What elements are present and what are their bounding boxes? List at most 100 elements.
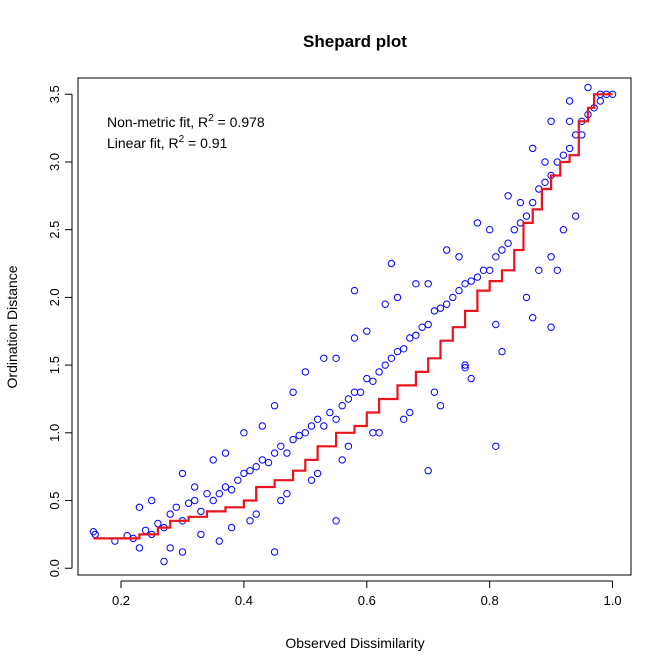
data-point	[565, 144, 574, 153]
legend-linear: Linear fit, R2 = 0.91	[107, 134, 228, 151]
data-point	[234, 476, 242, 484]
data-point	[535, 266, 543, 274]
data-point	[141, 526, 150, 534]
data-point	[350, 286, 359, 295]
data-point	[154, 519, 162, 528]
data-point	[381, 361, 389, 369]
y-tick-label: 0.0	[47, 559, 62, 577]
data-point	[135, 544, 144, 552]
y-tick-label: 1.5	[47, 356, 62, 374]
x-tick-label: 0.6	[358, 593, 376, 608]
data-point	[184, 499, 193, 507]
x-axis-title: Observed Dissimilarity	[285, 635, 424, 651]
data-point	[553, 266, 561, 274]
data-point	[283, 490, 291, 498]
data-point	[178, 548, 187, 556]
data-point	[461, 280, 469, 288]
data-point	[498, 246, 506, 254]
data-point	[498, 347, 506, 356]
data-point	[270, 449, 279, 457]
data-point	[313, 415, 322, 423]
y-tick-label: 2.0	[47, 288, 62, 306]
data-point	[227, 523, 236, 532]
data-point	[504, 192, 512, 200]
data-point	[178, 469, 187, 478]
data-point	[516, 198, 525, 207]
data-point	[227, 486, 236, 494]
fit-line	[93, 93, 613, 540]
data-point	[363, 374, 371, 383]
data-point	[148, 496, 156, 505]
data-point	[486, 266, 494, 274]
data-point	[547, 323, 555, 331]
data-point	[393, 347, 402, 356]
data-point	[289, 388, 297, 396]
data-point	[492, 320, 500, 329]
data-point	[369, 429, 377, 437]
data-point	[375, 368, 383, 376]
legend-nonmetric: Non-metric fit, R2 = 0.978	[107, 113, 265, 130]
data-point	[295, 431, 303, 440]
data-point	[332, 415, 340, 423]
data-point	[436, 402, 445, 410]
data-point	[197, 507, 205, 516]
data-point	[289, 435, 297, 444]
legend-nonmetric-prefix: Non-metric fit, R	[107, 114, 208, 130]
data-point	[529, 198, 537, 207]
data-point	[443, 300, 451, 308]
data-point	[541, 178, 549, 187]
data-point	[510, 226, 518, 234]
data-point	[246, 517, 254, 525]
data-point	[307, 422, 316, 430]
data-point	[209, 456, 217, 464]
data-point	[424, 320, 432, 329]
data-point	[166, 544, 174, 552]
data-point	[240, 469, 248, 478]
data-point	[412, 331, 420, 339]
data-point	[547, 253, 555, 261]
data-point	[565, 117, 574, 126]
data-point	[375, 429, 383, 437]
data-point	[529, 314, 537, 322]
data-point	[320, 354, 328, 362]
scatter-points	[89, 83, 617, 566]
data-point	[424, 467, 432, 475]
legend-nonmetric-sup: 2	[208, 113, 214, 124]
data-point	[492, 253, 500, 261]
data-point	[455, 253, 463, 261]
data-point	[191, 483, 199, 491]
data-point	[541, 158, 549, 166]
data-point	[406, 334, 414, 342]
data-point	[565, 97, 574, 105]
y-tick-label: 2.5	[47, 221, 62, 239]
data-point	[473, 219, 482, 227]
x-axis: 0.2 0.4 0.6 0.8 1.0	[112, 580, 622, 608]
y-tick-label: 3.5	[47, 85, 62, 103]
data-point	[584, 83, 592, 92]
data-point	[547, 117, 555, 126]
y-tick-label: 1.0	[47, 424, 62, 442]
x-tick-label: 1.0	[604, 593, 622, 608]
data-point	[387, 259, 396, 268]
data-point	[277, 496, 285, 505]
data-point	[418, 323, 426, 331]
data-point	[215, 537, 224, 545]
data-point	[332, 517, 340, 525]
data-point	[461, 361, 469, 369]
data-point	[197, 530, 205, 539]
data-point	[455, 286, 463, 295]
data-point	[240, 429, 248, 437]
data-point	[221, 449, 230, 457]
data-point	[387, 354, 396, 362]
data-point	[393, 293, 402, 302]
legend-linear-sup: 2	[179, 134, 185, 145]
y-tick-label: 3.0	[47, 153, 62, 171]
data-point	[529, 144, 537, 153]
data-point	[492, 442, 500, 450]
data-point	[479, 266, 488, 274]
data-point	[191, 496, 199, 505]
data-point	[160, 557, 168, 566]
data-point	[313, 469, 322, 478]
legend-nonmetric-suffix: = 0.978	[214, 114, 265, 130]
data-point	[277, 442, 285, 450]
